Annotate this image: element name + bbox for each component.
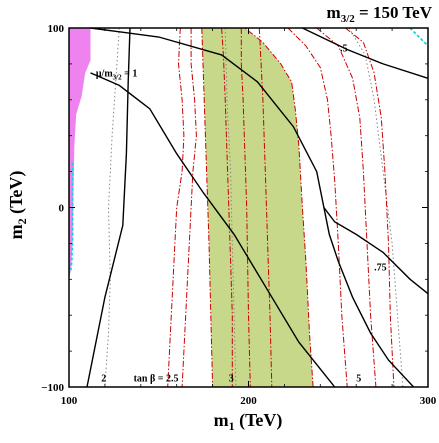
tan-beta-contours: [167, 27, 395, 388]
contour-label: .75: [374, 262, 387, 273]
tan-beta-contour-8: [316, 27, 377, 388]
x-axis-label-rest: (TeV): [235, 410, 283, 431]
tan-beta-contour-9: [345, 27, 395, 388]
contour-labels: μ/m3/2 = 1 .5 .75 2 tan β = 2.5 3 5: [96, 43, 387, 384]
mu-contour-0: [90, 72, 336, 388]
x-tick-label: 200: [240, 395, 257, 407]
mu-contour-3: [302, 27, 429, 79]
y-axis-label-subscript: 2: [15, 218, 29, 224]
title-rest: = 150 TeV: [355, 3, 433, 22]
tan-beta-contour-6: [244, 27, 314, 388]
mu-contour-4: [86, 27, 131, 388]
x-axis-label-subscript: 1: [229, 419, 235, 433]
y-tick-label: 0: [59, 203, 65, 215]
mu-contour-2: [323, 207, 429, 295]
mu-contours: [86, 27, 429, 388]
cyan-edges: [69, 27, 429, 271]
tan-beta-contour-2: [201, 27, 214, 388]
y-tick-label: −100: [41, 382, 64, 394]
contour-label: tan β = 2.5: [134, 374, 179, 385]
tan-beta-contour-0: [167, 27, 185, 388]
chart-title: m3/2 = 150 TeV: [327, 3, 433, 25]
cyan-edge-1: [409, 27, 429, 47]
tan-beta-contour-5: [258, 27, 273, 388]
title-subscript: 3/2: [341, 13, 356, 25]
cyan-edge-0: [69, 162, 74, 271]
dotted-contours: [104, 27, 404, 388]
dotted-contour-2: [348, 27, 404, 388]
shaded-regions: [69, 28, 314, 387]
dotted-contour-0: [104, 27, 120, 388]
tan-beta-contour-3: [221, 27, 233, 387]
contour-label: 2: [101, 374, 106, 385]
x-tick-label: 300: [420, 395, 437, 407]
contour-label: 5: [356, 374, 361, 385]
contour-label: .5: [340, 43, 348, 54]
y-tick-label: 100: [48, 23, 65, 35]
tan-beta-contour-4: [240, 28, 251, 388]
contour-label: 3: [229, 374, 234, 385]
tan-beta-contour-7: [287, 27, 348, 388]
y-axis-label: m2 (TeV): [6, 171, 29, 240]
region-excluded: [69, 28, 91, 280]
x-axis-label: m1 (TeV): [214, 410, 283, 433]
y-axis-label-rest: (TeV): [6, 171, 27, 219]
axis-ticks: 100 200 300 −100 0 100: [41, 23, 437, 407]
contour-label: μ/m3/2 = 1: [96, 69, 137, 82]
x-tick-label: 100: [61, 395, 78, 407]
tan-beta-contour-1: [181, 28, 197, 388]
region-band: [201, 28, 314, 387]
